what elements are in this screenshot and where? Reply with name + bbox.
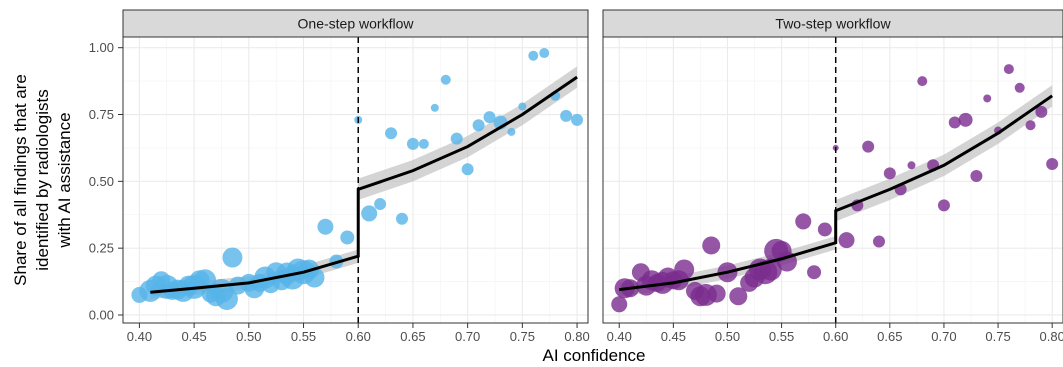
- data-point: [450, 132, 463, 145]
- data-point: [518, 102, 527, 111]
- data-point: [528, 50, 539, 61]
- x-tick-label: 0.55: [291, 329, 316, 344]
- data-point: [838, 232, 855, 249]
- panel-one-step-workflow: One-step workflow 0.40 0.45 0.50 0.55 0.60 0.6…: [122, 9, 590, 344]
- y-axis-ticks: 0.00 0.25 0.50 0.75 1.00: [89, 40, 123, 322]
- fit-line: [150, 75, 578, 294]
- data-point: [418, 138, 429, 149]
- x-tick-label: 0.65: [877, 329, 902, 344]
- x-tick-label: 0.55: [769, 329, 794, 344]
- x-tick-label: 0.80: [1040, 329, 1063, 344]
- facet-strip-title: Two-step workflow: [775, 16, 891, 32]
- data-point: [461, 163, 474, 176]
- y-tick-label: 0.50: [89, 174, 114, 189]
- x-tick-label: 0.45: [661, 329, 686, 344]
- data-point: [983, 94, 992, 103]
- x-tick-label: 0.65: [400, 329, 425, 344]
- data-point: [396, 212, 408, 225]
- data-point: [361, 205, 378, 222]
- panel-border: [602, 36, 1063, 324]
- data-point: [507, 127, 516, 136]
- data-point: [571, 113, 584, 126]
- x-tick-label: 0.40: [127, 329, 152, 344]
- data-point: [958, 112, 973, 127]
- data-point: [1025, 120, 1036, 131]
- data-point: [340, 230, 355, 245]
- data-point: [215, 287, 238, 310]
- y-tick-label: 1.00: [89, 40, 114, 55]
- y-axis-title: Share of all findings that are identifie…: [11, 74, 74, 286]
- data-point: [1046, 157, 1059, 170]
- data-point: [317, 218, 334, 235]
- data-point: [385, 127, 398, 140]
- x-tick-label: 0.50: [236, 329, 261, 344]
- data-point: [1003, 64, 1014, 75]
- y-tick-label: 0.75: [89, 107, 114, 122]
- y-axis-title-line-1: Share of all findings that are: [11, 74, 30, 286]
- data-point: [795, 213, 812, 230]
- data-point: [1014, 82, 1025, 93]
- data-point: [560, 109, 573, 122]
- panel-border: [122, 36, 589, 324]
- x-tick-label: 0.60: [346, 329, 371, 344]
- data-point: [907, 161, 916, 170]
- x-tick-label: 0.70: [931, 329, 956, 344]
- data-point: [707, 284, 726, 303]
- x-tick-label: 0.60: [823, 329, 848, 344]
- x-tick-label: 0.75: [510, 329, 535, 344]
- y-axis-title-line-2: identified by radiologists: [33, 89, 52, 270]
- confidence-band: [358, 66, 578, 201]
- x-tick-label: 0.70: [455, 329, 480, 344]
- data-point: [1035, 105, 1048, 118]
- confidence-band: [835, 85, 1053, 222]
- y-tick-label: 0.25: [89, 241, 114, 256]
- facet-strip: [122, 9, 589, 38]
- panel-two-step-workflow: Two-step workflow 0.40 0.45 0.50 0.55 0.60 0.6…: [602, 9, 1063, 344]
- data-point: [611, 296, 628, 313]
- data-point: [970, 169, 983, 182]
- x-tick-label: 0.50: [715, 329, 740, 344]
- data-point: [406, 137, 419, 150]
- data-point: [674, 259, 695, 280]
- fit-line: [619, 94, 1054, 292]
- facet-strip-title: One-step workflow: [298, 16, 415, 32]
- x-axis-title: AI confidence: [542, 346, 645, 365]
- data-point: [304, 267, 325, 288]
- data-point: [702, 236, 721, 255]
- panel-plot-area: [603, 37, 1063, 323]
- data-point: [430, 103, 439, 112]
- x-tick-label: 0.80: [564, 329, 589, 344]
- data-point: [873, 235, 885, 248]
- data-point: [472, 119, 485, 132]
- data-point: [917, 76, 928, 87]
- data-point: [222, 247, 243, 268]
- y-tick-label: 0.00: [89, 307, 114, 322]
- data-point: [862, 140, 875, 153]
- data-point: [817, 222, 832, 237]
- data-point: [729, 287, 748, 306]
- data-point: [483, 111, 496, 124]
- data-point: [937, 199, 950, 212]
- data-point: [539, 48, 550, 59]
- panel-plot-area: [123, 37, 588, 323]
- data-point: [883, 167, 896, 180]
- data-point: [440, 74, 451, 85]
- x-tick-label: 0.45: [181, 329, 206, 344]
- x-tick-label: 0.75: [985, 329, 1010, 344]
- x-tick-label: 0.40: [607, 329, 632, 344]
- data-point: [374, 198, 387, 211]
- data-point: [807, 265, 822, 280]
- data-point: [948, 116, 961, 129]
- y-axis-title-line-3: with AI assistance: [55, 112, 74, 248]
